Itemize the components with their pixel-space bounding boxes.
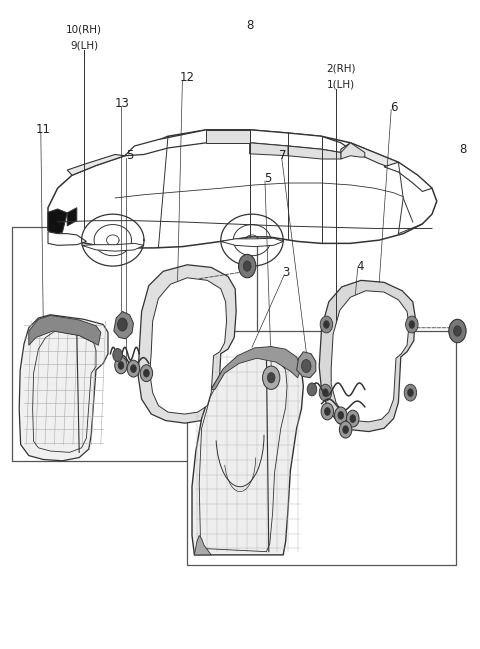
Circle shape: [406, 316, 418, 333]
Text: 11: 11: [36, 123, 51, 136]
Polygon shape: [19, 315, 108, 461]
Polygon shape: [125, 130, 350, 156]
Circle shape: [343, 426, 348, 434]
Polygon shape: [319, 280, 415, 432]
Text: 5: 5: [264, 172, 272, 185]
Circle shape: [319, 384, 332, 401]
Circle shape: [243, 261, 251, 271]
Circle shape: [323, 389, 328, 397]
Circle shape: [408, 389, 413, 397]
Bar: [187, 331, 456, 565]
Circle shape: [324, 321, 329, 328]
Polygon shape: [114, 312, 133, 339]
Circle shape: [320, 316, 333, 333]
Polygon shape: [67, 154, 125, 175]
Polygon shape: [250, 143, 288, 156]
Circle shape: [339, 421, 352, 438]
Polygon shape: [138, 265, 236, 423]
Circle shape: [131, 365, 136, 373]
Circle shape: [347, 410, 359, 427]
Circle shape: [335, 407, 347, 424]
Text: 8: 8: [246, 19, 253, 32]
Text: 9(LH): 9(LH): [70, 40, 98, 51]
Circle shape: [115, 357, 127, 374]
Polygon shape: [29, 315, 101, 345]
Circle shape: [267, 373, 275, 383]
Text: 8: 8: [459, 143, 467, 156]
Polygon shape: [194, 535, 211, 555]
Circle shape: [113, 349, 122, 361]
Text: 4: 4: [356, 260, 364, 273]
Polygon shape: [82, 243, 144, 251]
Circle shape: [118, 318, 127, 331]
Polygon shape: [288, 146, 341, 159]
Polygon shape: [341, 143, 365, 159]
Text: 10(RH): 10(RH): [66, 24, 102, 34]
Polygon shape: [297, 352, 316, 378]
Bar: [12, 227, 257, 461]
Polygon shape: [206, 130, 250, 143]
Circle shape: [127, 360, 140, 377]
Polygon shape: [341, 143, 398, 169]
Polygon shape: [150, 278, 227, 414]
Circle shape: [338, 411, 344, 419]
Polygon shape: [48, 130, 437, 248]
Circle shape: [118, 361, 124, 369]
Circle shape: [301, 360, 311, 373]
Polygon shape: [221, 238, 283, 247]
Circle shape: [239, 254, 256, 278]
Polygon shape: [384, 162, 432, 191]
Text: 6: 6: [390, 101, 397, 114]
Circle shape: [307, 383, 317, 396]
Polygon shape: [192, 347, 303, 555]
Circle shape: [409, 321, 415, 328]
Text: 13: 13: [115, 97, 130, 110]
Circle shape: [321, 403, 334, 420]
Polygon shape: [67, 208, 77, 226]
Circle shape: [404, 384, 417, 401]
Circle shape: [324, 408, 330, 415]
Polygon shape: [48, 232, 86, 245]
Text: 1(LH): 1(LH): [327, 79, 355, 90]
Circle shape: [350, 415, 356, 422]
Polygon shape: [211, 347, 301, 389]
Circle shape: [144, 369, 149, 377]
Circle shape: [140, 365, 153, 382]
Circle shape: [263, 366, 280, 389]
Text: 12: 12: [180, 71, 195, 84]
Polygon shape: [48, 209, 67, 235]
Text: 2(RH): 2(RH): [326, 63, 356, 73]
Polygon shape: [331, 291, 409, 422]
Circle shape: [454, 326, 461, 336]
Circle shape: [449, 319, 466, 343]
Text: 7: 7: [279, 149, 287, 162]
Text: 3: 3: [282, 266, 289, 279]
Text: 5: 5: [126, 149, 133, 162]
